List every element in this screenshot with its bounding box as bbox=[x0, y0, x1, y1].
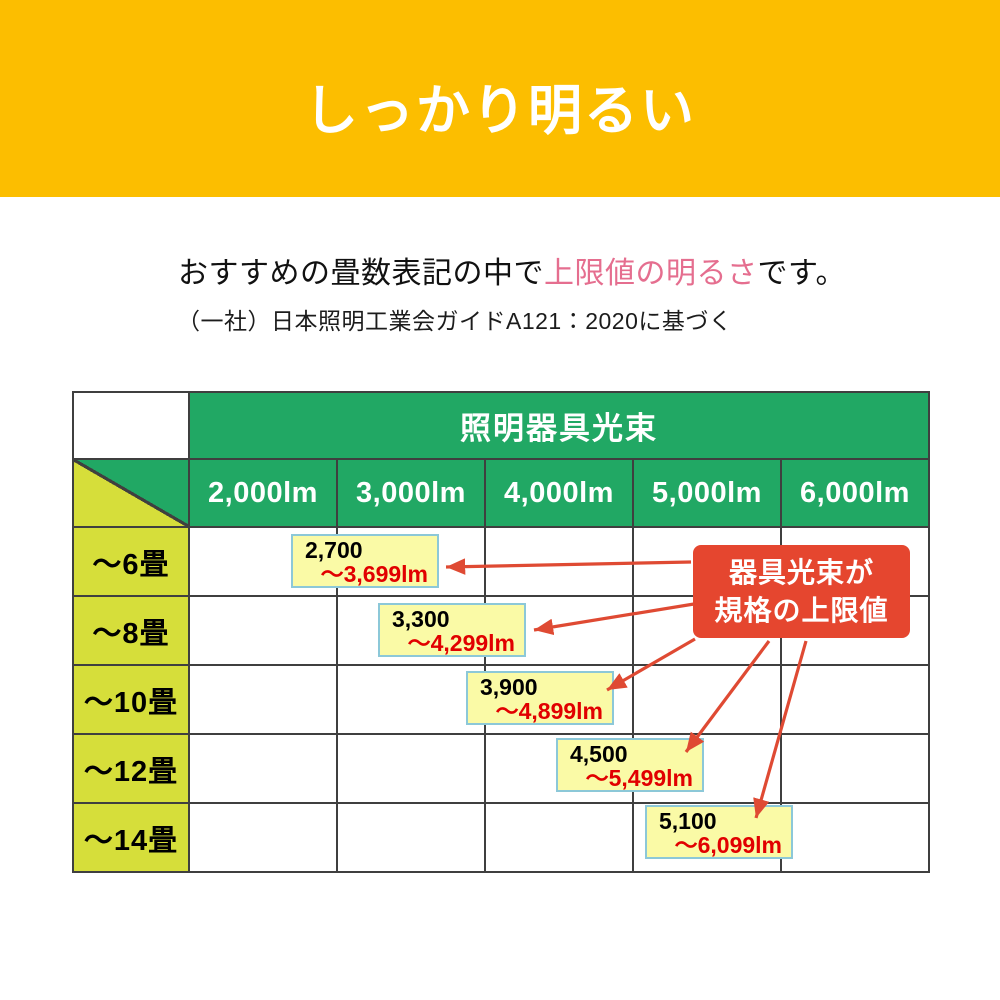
highlight-range-10jo: 3,900 〜4,899lm bbox=[466, 671, 614, 725]
row-header-14jo: 〜14畳 bbox=[72, 802, 190, 873]
table-top-header: 照明器具光束 bbox=[188, 391, 930, 460]
column-header-4000lm: 4,000lm bbox=[484, 458, 634, 528]
highlight-range-6jo: 2,700 〜3,699lm bbox=[291, 534, 439, 588]
blank-corner-space bbox=[72, 391, 190, 460]
intro-suffix: です。 bbox=[757, 257, 846, 290]
table-cell bbox=[484, 802, 634, 873]
table-cell bbox=[188, 802, 338, 873]
banner: しっかり明るい bbox=[0, 0, 1000, 197]
table-cell bbox=[188, 595, 338, 666]
table-cell bbox=[632, 664, 782, 735]
row-header-6jo: 〜6畳 bbox=[72, 526, 190, 597]
table-cell bbox=[780, 733, 930, 804]
highlight-range-14jo: 5,100 〜6,099lm bbox=[645, 805, 793, 859]
column-header-6000lm: 6,000lm bbox=[780, 458, 930, 528]
highlight-range-8jo: 3,300 〜4,299lm bbox=[378, 603, 526, 657]
range-upper: 〜4,899lm bbox=[495, 698, 603, 724]
callout-box: 器具光束が 規格の上限値 bbox=[693, 545, 910, 638]
column-header-2000lm: 2,000lm bbox=[188, 458, 338, 528]
highlight-range-12jo: 4,500 〜5,499lm bbox=[556, 738, 704, 792]
source-note: （一社）日本照明工業会ガイドA121：2020に基づく bbox=[177, 308, 733, 334]
intro-prefix: おすすめの畳数表記の中で bbox=[178, 257, 544, 290]
callout-line1: 器具光束が bbox=[728, 556, 874, 588]
row-header-10jo: 〜10畳 bbox=[72, 664, 190, 735]
table-cell bbox=[484, 526, 634, 597]
range-lower: 5,100 bbox=[659, 808, 717, 834]
table-cell bbox=[336, 733, 486, 804]
table-cell bbox=[336, 802, 486, 873]
table-cell bbox=[336, 664, 486, 735]
range-upper: 〜6,099lm bbox=[674, 832, 782, 858]
intro-highlight: 上限値の明るさ bbox=[544, 257, 758, 290]
range-lower: 3,300 bbox=[392, 606, 450, 632]
row-header-8jo: 〜8畳 bbox=[72, 595, 190, 666]
range-lower: 2,700 bbox=[305, 537, 363, 563]
table-cell bbox=[188, 733, 338, 804]
column-header-5000lm: 5,000lm bbox=[632, 458, 782, 528]
diagonal-corner-cell bbox=[72, 458, 190, 528]
table-cell bbox=[780, 664, 930, 735]
range-upper: 〜3,699lm bbox=[320, 561, 428, 587]
callout-line2: 規格の上限値 bbox=[714, 594, 889, 626]
column-header-3000lm: 3,000lm bbox=[336, 458, 486, 528]
intro-text: おすすめの畳数表記の中で上限値の明るさです。 bbox=[178, 248, 846, 292]
range-lower: 3,900 bbox=[480, 674, 538, 700]
range-lower: 4,500 bbox=[570, 741, 628, 767]
range-upper: 〜5,499lm bbox=[585, 765, 693, 791]
row-header-12jo: 〜12畳 bbox=[72, 733, 190, 804]
range-upper: 〜4,299lm bbox=[407, 630, 515, 656]
page-title: しっかり明るい bbox=[304, 81, 696, 141]
table-cell bbox=[188, 664, 338, 735]
table-cell bbox=[780, 802, 930, 873]
